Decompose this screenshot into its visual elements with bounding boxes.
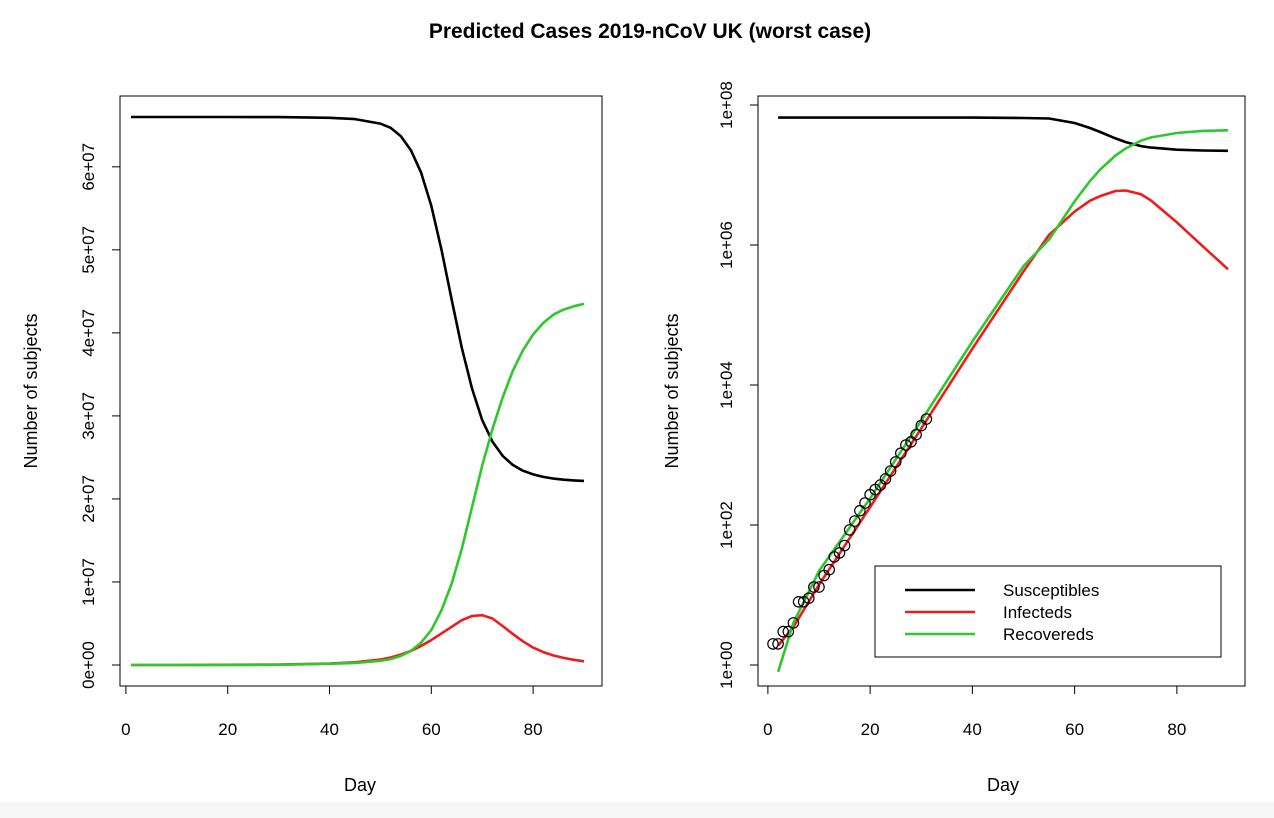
left-y-tick-label: 4e+07 — [79, 309, 98, 357]
right-y-tick-label: 1e+06 — [717, 221, 736, 269]
left-y-tick-label: 6e+07 — [79, 143, 98, 191]
left-y-axis-title: Number of subjects — [21, 313, 41, 468]
observed-point — [777, 625, 789, 638]
observed-point — [792, 595, 805, 608]
right-y-tick-label: 1e+08 — [717, 81, 736, 129]
observed-point — [823, 563, 835, 576]
left-y-tick-label: 5e+07 — [79, 226, 98, 274]
left-y-tick-label: 0e+00 — [79, 641, 98, 689]
right-x-tick-label: 0 — [763, 720, 772, 739]
observed-point — [787, 617, 800, 629]
right-x-axis-title: Day — [987, 775, 1019, 795]
left-x-axis-title: Day — [344, 775, 376, 795]
legend-label-recovereds: Recovereds — [1003, 625, 1094, 644]
right-series-recovereds — [776, 129, 1229, 673]
observed-point — [848, 515, 861, 527]
right-series-infecteds — [777, 189, 1229, 647]
observed-point — [884, 465, 897, 477]
observed-point — [802, 592, 815, 604]
observed-point — [843, 524, 856, 536]
observed-point — [813, 581, 825, 593]
legend-label-susceptibles: Susceptibles — [1003, 581, 1099, 600]
left-y-tick-label: 3e+07 — [79, 392, 98, 440]
observed-point — [782, 625, 795, 638]
left-x-axis: 0 20 40 60 80 — [121, 685, 543, 739]
left-x-tick-label: 0 — [121, 720, 130, 739]
observed-point — [894, 447, 907, 459]
left-series-recovereds — [131, 302, 585, 667]
right-y-axis-title: Number of subjects — [662, 313, 682, 468]
right-x-tick-label: 40 — [963, 720, 982, 739]
right-observed-points — [767, 413, 933, 650]
right-x-tick-label: 20 — [861, 720, 880, 739]
left-x-tick-label: 20 — [218, 720, 237, 739]
right-y-axis: 1e+00 1e+02 1e+04 1e+06 1e+08 — [717, 81, 759, 689]
right-y-tick-label: 1e+00 — [717, 641, 736, 689]
observed-point — [920, 413, 933, 425]
legend-label-infecteds: Infecteds — [1003, 603, 1072, 622]
left-x-tick-label: 80 — [524, 720, 543, 739]
right-series-lines — [776, 116, 1229, 673]
left-y-axis: 0e+00 1e+07 2e+07 3e+07 4e+07 5e+07 6e+07 — [79, 143, 121, 689]
right-x-tick-label: 60 — [1065, 720, 1084, 739]
right-y-tick-label: 1e+02 — [717, 501, 736, 549]
left-plot-frame — [119, 95, 603, 687]
legend: Susceptibles Infecteds Recovereds — [874, 565, 1222, 658]
right-series-susceptibles — [778, 116, 1229, 153]
observed-point — [767, 638, 779, 650]
left-x-tick-label: 60 — [422, 720, 441, 739]
left-x-tick-label: 40 — [320, 720, 339, 739]
window-bottom-strip — [0, 802, 1274, 818]
right-x-tick-label: 80 — [1167, 720, 1186, 739]
observed-point — [838, 539, 851, 552]
left-y-tick-label: 1e+07 — [79, 558, 98, 606]
left-y-tick-label: 2e+07 — [79, 475, 98, 523]
right-y-tick-label: 1e+04 — [717, 361, 736, 409]
observed-point — [910, 428, 922, 441]
left-panel: 0 20 40 60 80 0e+00 1e+07 2e+07 3e+07 4e+07 5e+07… — [21, 95, 603, 795]
observed-point — [859, 497, 871, 509]
left-series-susceptibles — [131, 115, 585, 483]
left-series-infecteds — [131, 613, 585, 667]
observed-point — [772, 638, 784, 650]
left-series-lines — [131, 115, 585, 667]
observed-point — [808, 581, 820, 593]
observed-point — [889, 456, 902, 468]
chart-title: Predicted Cases 2019-nCoV UK (worst case… — [429, 20, 871, 43]
right-x-axis: 0 20 40 60 80 — [763, 685, 1186, 739]
